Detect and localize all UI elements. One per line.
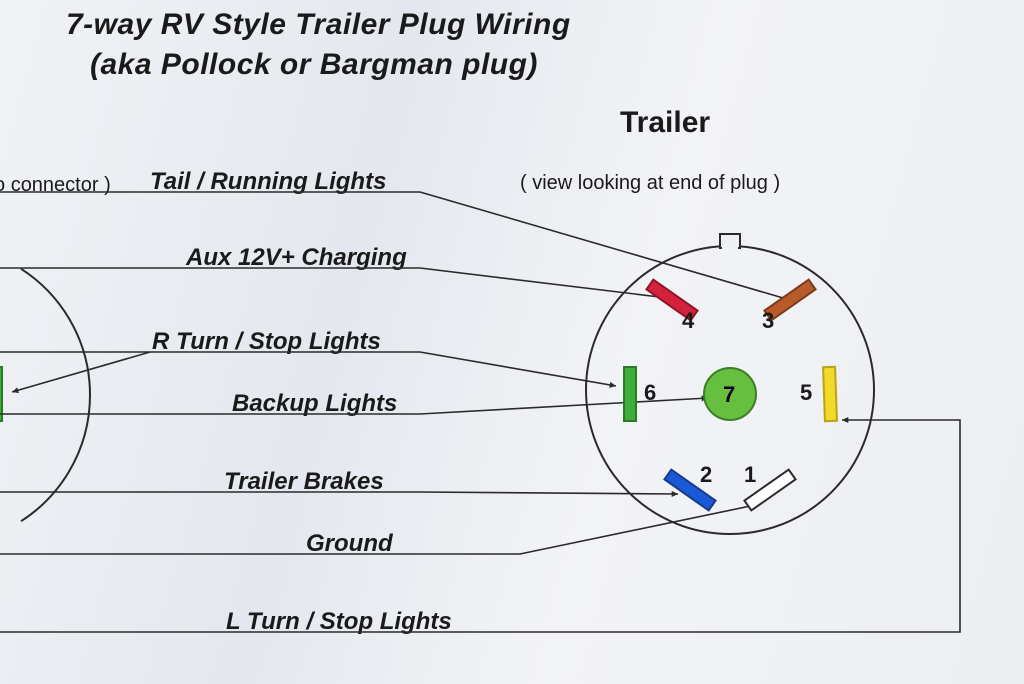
pin-number-3: 3 <box>762 308 774 334</box>
pin-number-1: 1 <box>744 462 756 488</box>
pin-number-6: 6 <box>644 380 656 406</box>
pin-number-7: 7 <box>723 382 735 408</box>
wiring-diagram: { "canvas":{"w":1024,"h":684,"bg":"#eef0… <box>0 0 1024 684</box>
pin-number-5: 5 <box>800 380 812 406</box>
pin-number-2: 2 <box>700 462 712 488</box>
diagram-svg <box>0 0 1024 684</box>
pin-number-4: 4 <box>682 308 694 334</box>
